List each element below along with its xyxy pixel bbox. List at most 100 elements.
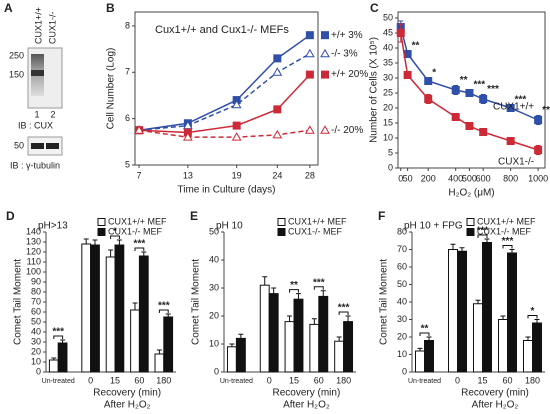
bar: [318, 295, 329, 373]
y-tick-label: 30: [397, 314, 407, 324]
y-tick-label: 10: [31, 356, 41, 366]
chart-title: Cux1+/+ and Cux1-/- MEFs: [155, 24, 289, 36]
y-tick-label: 7: [125, 67, 130, 77]
marker: [272, 129, 283, 139]
y-tick-label: 120: [26, 246, 41, 256]
blot-panel: A CUX1+/+ CUX1-/- 250 150 1 2 IB : CUX 5…: [4, 1, 63, 170]
panel-label: F: [378, 209, 385, 223]
x-tick-label: 400: [448, 173, 463, 183]
x-tick-label: 800: [503, 173, 518, 183]
error-bar: [500, 315, 506, 320]
marker: [232, 121, 241, 130]
y-tick-label: 15: [383, 117, 393, 127]
bar: [293, 298, 304, 373]
significance-bracket: [53, 335, 64, 339]
marker: [506, 137, 515, 145]
y-tick-label: 130: [26, 236, 41, 246]
group-sublabel: After H₂O₂: [104, 400, 151, 411]
significance-bracket: [289, 289, 299, 293]
error-bar: [459, 247, 465, 252]
significance: ***: [134, 239, 146, 250]
x-tick-label: 200: [421, 173, 436, 183]
bar: [138, 255, 149, 373]
x-tick-label: 180: [336, 375, 351, 385]
marker: [305, 48, 315, 58]
y-tick-label: 110: [27, 256, 41, 266]
y-tick-label: 10: [209, 338, 219, 348]
bar: [343, 321, 354, 373]
error-bar: [141, 251, 147, 256]
significance: **: [412, 41, 420, 52]
error-bar: [108, 249, 114, 257]
error-bar: [156, 349, 162, 354]
y-axis-label: Comet Tail Moment: [191, 259, 202, 345]
y-tick-label: 70: [31, 296, 41, 306]
marker: [403, 71, 412, 79]
panel-label: C: [370, 1, 379, 15]
y-tick-label: 70: [397, 244, 407, 254]
legend-label: CUX1+/+ MEF: [477, 216, 536, 226]
marker: [424, 95, 433, 103]
y-tick-label: 5: [125, 159, 130, 169]
bar: [309, 323, 320, 373]
error-bar: [238, 333, 244, 339]
y-tick-label: 140: [26, 226, 41, 236]
marker: [465, 122, 474, 130]
panel-label: A: [4, 1, 13, 15]
error-bar: [311, 318, 317, 325]
marker: [231, 99, 242, 109]
blot-label: IB : CUX: [18, 120, 53, 130]
significance: **: [421, 324, 429, 335]
blot-band: [46, 143, 59, 149]
marker: [479, 95, 488, 103]
bar: [48, 359, 59, 373]
x-tick-label: 0: [88, 375, 93, 385]
significance: ***: [313, 277, 325, 288]
x-tick-label: 15: [110, 375, 120, 385]
legend-swatch: [97, 228, 106, 236]
error-bar: [83, 238, 89, 244]
significance-bracket: [419, 332, 430, 336]
marker: [134, 125, 144, 134]
significance-bracket: [338, 311, 349, 315]
y-tick-label: 0: [36, 366, 41, 376]
y-tick-label: 35: [383, 57, 393, 67]
bar: [284, 321, 295, 373]
x-tick-label: Un-treated: [408, 378, 441, 385]
significance-bracket: [502, 245, 513, 249]
group-sublabel: After H₂O₂: [472, 400, 519, 411]
significance: *: [113, 227, 117, 238]
bar: [498, 319, 508, 373]
y-tick-label: 90: [31, 276, 41, 286]
error-bar: [271, 287, 277, 294]
bar: [523, 340, 533, 373]
panel-label: D: [6, 209, 15, 223]
bar: [482, 242, 492, 373]
legend-label: -/- 3%: [331, 48, 358, 59]
y-axis-label: Comet Tail Moment: [13, 259, 24, 345]
y-axis-label: Number of Cells (X 10⁵): [369, 37, 380, 143]
significance: ***: [473, 80, 485, 91]
series-line: [139, 74, 311, 134]
bar: [334, 340, 345, 373]
mw-marker: 250: [9, 50, 24, 60]
x-axis-label: Time in Culture (days): [178, 185, 276, 196]
y-tick-label: 45: [383, 27, 393, 37]
bar: [507, 252, 517, 373]
significance: **: [290, 280, 298, 291]
y-tick-label: 30: [209, 282, 219, 292]
bar: [57, 342, 68, 373]
bar: [81, 243, 92, 373]
marker: [534, 146, 543, 154]
x-tick-label: 28: [305, 170, 315, 180]
marker: [305, 31, 314, 40]
significance: ***: [542, 105, 550, 116]
x-tick-label: 60: [314, 375, 324, 385]
y-tick-label: 50: [209, 226, 219, 236]
significance: ***: [52, 327, 64, 338]
x-tick-label: 0: [455, 375, 460, 385]
bar: [457, 250, 467, 373]
marker: [465, 89, 474, 97]
error-bar: [525, 336, 531, 341]
error-bar: [484, 238, 490, 243]
